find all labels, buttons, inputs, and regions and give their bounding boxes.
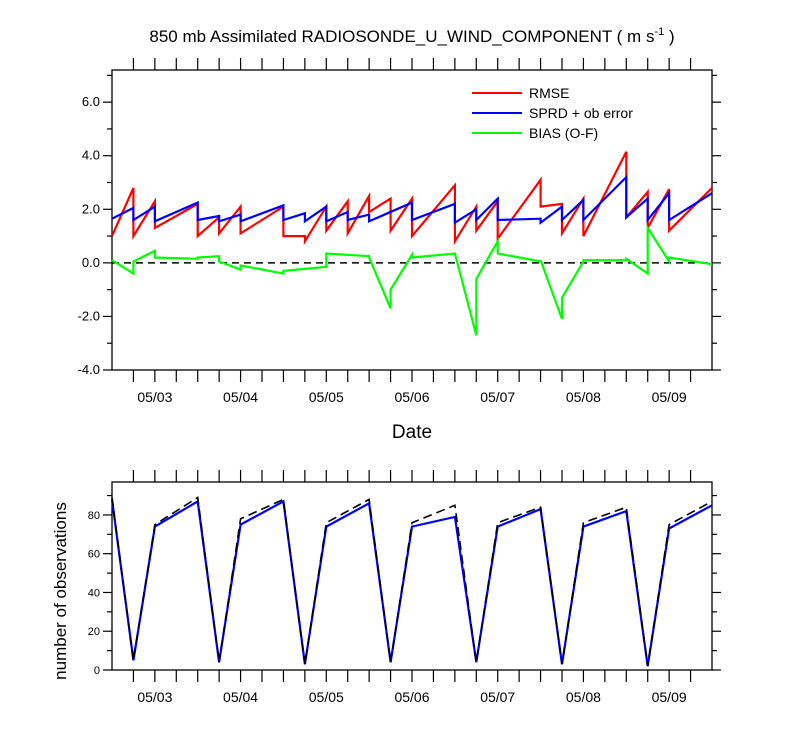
x-tick-label: 05/09 [652,389,687,405]
y-tick-label: 0.0 [82,255,100,270]
y-tick-label: 60 [88,549,100,561]
y-tick-label: -2.0 [78,308,100,323]
x-tick-label: 05/04 [223,389,258,405]
y-tick-label: 6.0 [82,94,100,109]
plot-frame [111,481,713,671]
x-tick-label: 05/04 [223,689,258,705]
x-tick-label: 05/05 [309,389,344,405]
y-tick-label: 4.0 [82,148,100,163]
x-tick-label: 05/08 [566,389,601,405]
y-tick-label: -4.0 [78,362,100,377]
legend-label: SPRD + ob error [529,105,633,121]
x-tick-label: 05/03 [137,689,172,705]
y-tick-label: 20 [88,626,100,638]
series-line-rmse [110,151,713,246]
legend-label: RMSE [529,85,569,101]
bottom-panel: 0 20 40 60 80 05/03 05/04 05/05 05/06 05/07 05/08 0… [88,470,721,705]
x-tick-label: 05/06 [394,389,429,405]
x-tick-label: 05/05 [309,689,344,705]
legend-label: BIAS (O-F) [529,125,598,141]
y-tick-label: 2.0 [82,201,100,216]
y-tick-label: 80 [88,510,100,522]
x-tick-label: 05/06 [394,689,429,705]
y-axis-label: number of observations [51,502,70,680]
y-tick-label: 40 [88,587,100,599]
x-tick-label: 05/07 [480,389,515,405]
x-tick-label: 05/07 [480,689,515,705]
x-axis-label: Date [392,422,432,443]
series-line-sprd-ob-error [111,174,713,225]
x-tick-label: 05/08 [566,689,601,705]
top-panel: -4.0 -2.0 0.0 2.0 4.0 6.0 05/03 05/04 05/05 05/06… [78,58,721,405]
y-tick-label: 0 [94,665,100,677]
x-tick-label: 05/09 [652,689,687,705]
series-line-possible [111,496,713,667]
series-line-bias-o-f [111,224,713,336]
x-tick-label: 05/03 [137,389,172,405]
chart-title: 850 mb Assimilated RADIOSONDE_U_WIND_COM… [149,26,674,46]
